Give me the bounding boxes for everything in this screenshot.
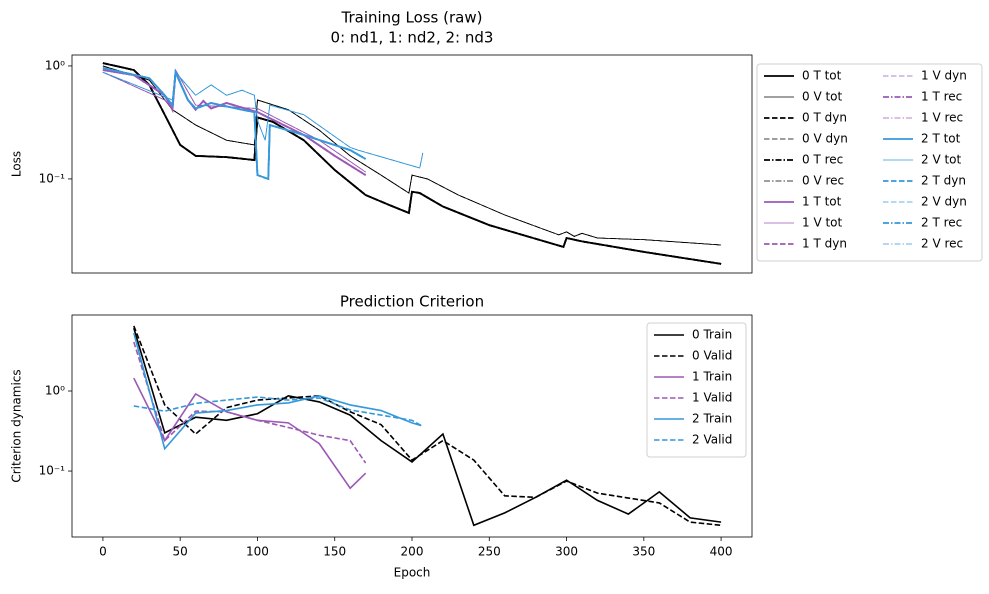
series-line: [133, 327, 722, 527]
x-tick-label: 250: [478, 545, 501, 559]
chart-title: Training Loss (raw): [341, 9, 483, 27]
legend-label: 0 T dyn: [802, 111, 847, 125]
x-tick-label: 0: [99, 545, 107, 559]
legend-label: 0 T rec: [802, 153, 843, 167]
chart-subtitle: 0: nd1, 1: nd2, 2: nd3: [331, 29, 494, 47]
series-line: [102, 62, 722, 265]
legend-label: 0 Train: [692, 328, 732, 342]
legend-label: 1 V rec: [921, 111, 963, 125]
x-tick-label: 100: [246, 545, 269, 559]
series-line: [102, 71, 424, 169]
legend-label: 0 V tot: [802, 90, 843, 104]
x-tick-label: 350: [632, 545, 655, 559]
legend-label: 1 V dyn: [921, 69, 967, 83]
legend-label: 2 T dyn: [921, 174, 966, 188]
chart-title: Prediction Criterion: [340, 293, 484, 311]
series-line: [102, 68, 366, 173]
series-line: [133, 325, 722, 527]
legend-label: 2 V tot: [921, 153, 962, 167]
legend-label: 1 T rec: [921, 90, 962, 104]
series-line: [102, 69, 367, 176]
legend-label: 0 T tot: [802, 69, 842, 83]
legend-label: 1 T tot: [802, 195, 842, 209]
y-tick-label: 10⁻¹: [39, 464, 66, 478]
series-line: [102, 68, 366, 173]
x-tick-label: 400: [710, 545, 733, 559]
plot-area: [102, 62, 722, 265]
legend-label: 0 V rec: [802, 174, 844, 188]
legend-label: 1 V tot: [802, 216, 843, 230]
series-line: [102, 68, 366, 173]
series-line: [133, 341, 367, 464]
legend-label: 1 Valid: [692, 391, 732, 405]
axes-frame: [71, 54, 753, 274]
series-line: [133, 396, 422, 427]
legend-label: 2 V dyn: [921, 195, 967, 209]
x-tick-label: 50: [173, 545, 188, 559]
series-line: [133, 332, 422, 451]
series-line: [102, 69, 367, 176]
x-tick-label: 300: [555, 545, 578, 559]
legend-label: 2 Valid: [692, 433, 732, 447]
series-line: [133, 377, 367, 490]
legend-label: 1 Train: [692, 370, 732, 384]
legend-label: 1 T dyn: [802, 237, 847, 251]
y-axis-label: Criterion dynamics: [10, 369, 24, 482]
series-line: [102, 65, 722, 246]
plot-area: [133, 325, 722, 527]
x-axis-label: Epoch: [394, 566, 431, 580]
y-tick-label: 10⁻¹: [39, 171, 66, 185]
legend-label: 0 Valid: [692, 349, 732, 363]
series-line: [102, 69, 367, 176]
legend-label: 2 Train: [692, 412, 732, 426]
x-tick-label: 200: [401, 545, 424, 559]
y-axis-label: Loss: [10, 151, 24, 177]
y-tick-label: 10⁰: [45, 58, 65, 72]
x-tick-label: 150: [323, 545, 346, 559]
y-tick-label: 10⁰: [45, 383, 65, 397]
legend-label: 2 V rec: [921, 237, 963, 251]
legend-label: 2 T rec: [921, 216, 962, 230]
series-line: [102, 62, 722, 265]
series-line: [102, 62, 722, 265]
axes-frame: [71, 314, 753, 538]
legend-label: 2 T tot: [921, 132, 961, 146]
legend-label: 0 V dyn: [802, 132, 848, 146]
legend-box: [756, 63, 983, 262]
series-line: [102, 67, 367, 181]
